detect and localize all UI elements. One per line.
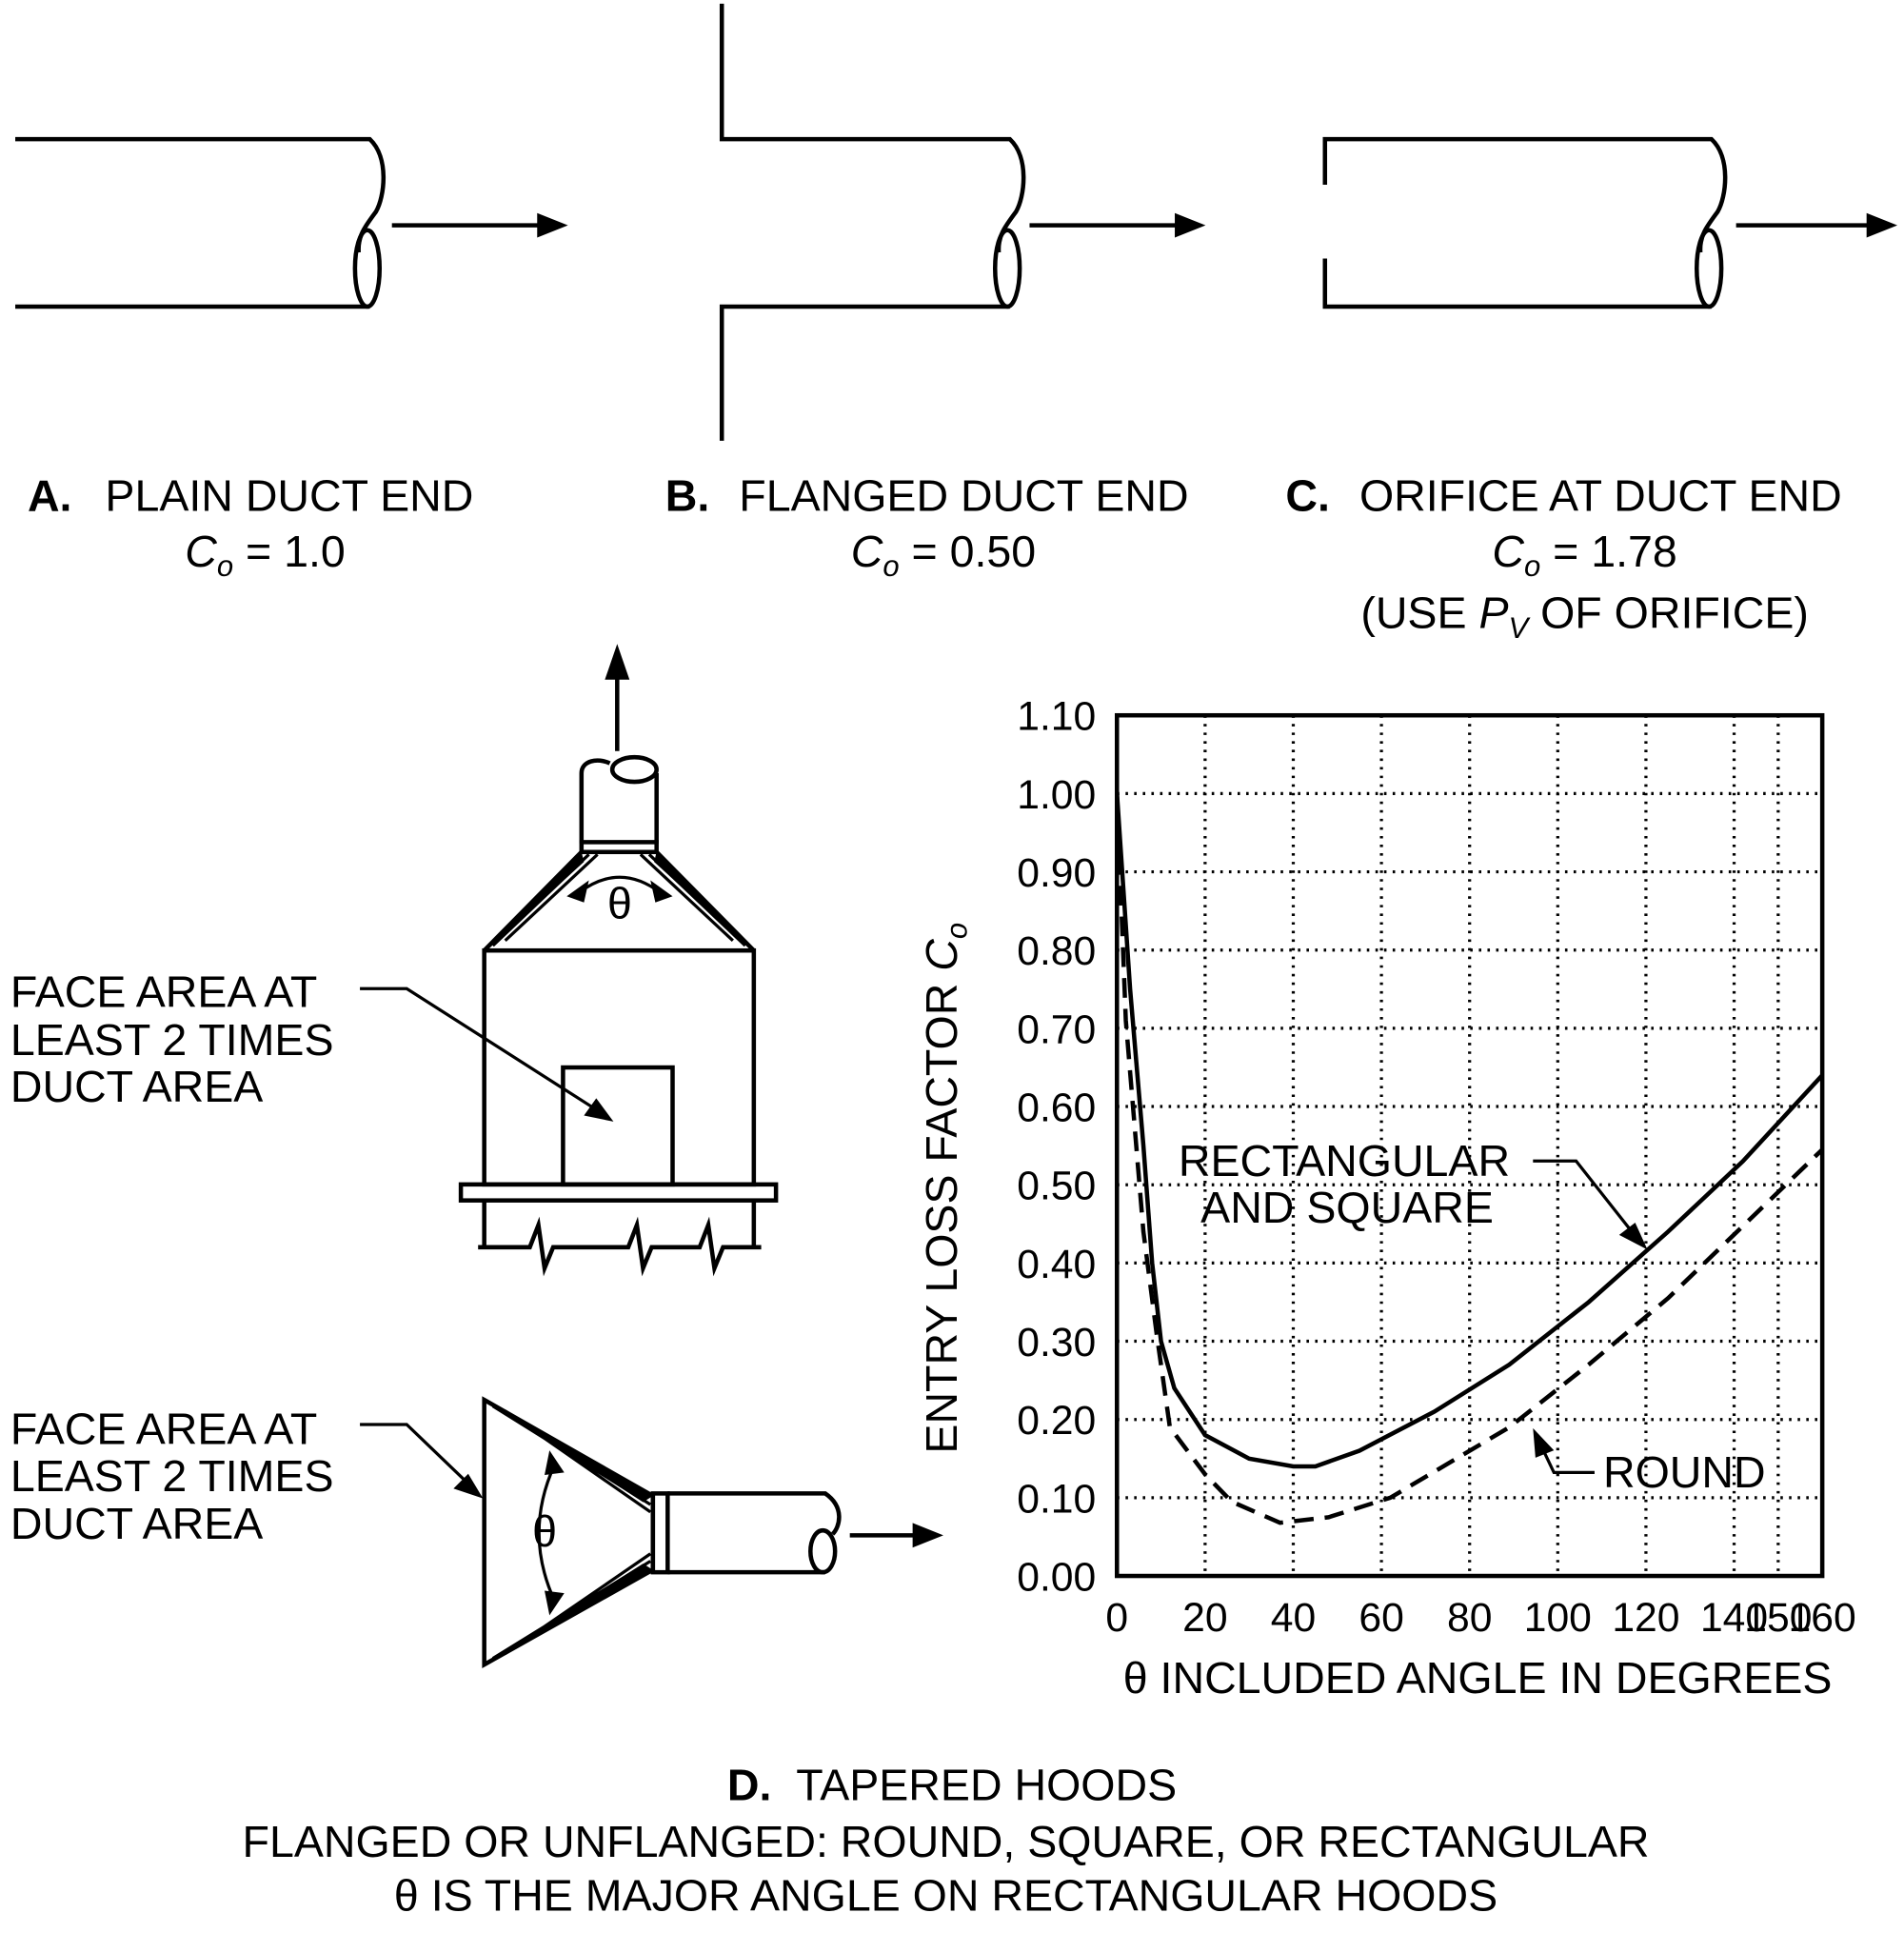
y-tick-label: 0.40 [1017, 1242, 1096, 1287]
callout: LEAST 2 TIMES [10, 1451, 334, 1501]
y-tick-label: 0.90 [1017, 850, 1096, 896]
y-tick-label: 0.00 [1017, 1555, 1096, 1601]
y-tick-label: 0.70 [1017, 1006, 1096, 1052]
coefficient: Co = 1.0 [185, 527, 346, 583]
plain-duct [15, 136, 568, 309]
label-title: ORIFICE AT DUCT END [1359, 471, 1842, 521]
caption-line: FLANGED OR UNFLANGED: ROUND, SQUARE, OR … [243, 1817, 1650, 1866]
y-tick-label: 0.50 [1017, 1164, 1096, 1209]
vertical-hood: θ [360, 644, 779, 1277]
note: (USE PV OF ORIFICE) [1360, 588, 1809, 644]
series-label: ROUND [1603, 1447, 1766, 1497]
x-tick-label: 160 [1789, 1595, 1856, 1641]
series-label: RECTANGULAR [1179, 1136, 1510, 1186]
x-axis-label: θ INCLUDED ANGLE IN DEGREES [1123, 1653, 1833, 1703]
caption-title: D. TAPERED HOODS [727, 1760, 1177, 1809]
y-tick-label: 0.10 [1017, 1476, 1096, 1522]
coefficient: Co = 0.50 [851, 527, 1036, 583]
label-letter: C. [1285, 471, 1330, 521]
series-line [1115, 793, 1824, 1469]
angle-label: θ [607, 879, 632, 928]
caption-line: θ IS THE MAJOR ANGLE ON RECTANGULAR HOOD… [394, 1871, 1497, 1921]
callout: FACE AREA AT [10, 967, 317, 1017]
x-tick-label: 40 [1271, 1595, 1316, 1641]
x-tick-label: 150 [1744, 1595, 1812, 1641]
orifice-duct [1322, 136, 1898, 309]
callout: DUCT AREA [10, 1062, 263, 1111]
label-title: PLAIN DUCT END [105, 471, 473, 521]
flanged-duct [719, 3, 1206, 441]
label-title: FLANGED DUCT END [739, 471, 1188, 521]
y-tick-label: 0.30 [1017, 1320, 1096, 1365]
y-tick-label: 1.10 [1017, 694, 1096, 740]
x-tick-label: 20 [1182, 1595, 1227, 1641]
y-tick-label: 0.20 [1017, 1398, 1096, 1444]
callout: FACE AREA AT [10, 1405, 317, 1454]
y-tick-label: 0.80 [1017, 928, 1096, 974]
label-letter: A. [28, 471, 72, 521]
coefficient: Co = 1.78 [1492, 527, 1676, 583]
callout: LEAST 2 TIMES [10, 1015, 334, 1065]
x-tick-label: 140 [1700, 1595, 1768, 1641]
horizontal-hood: θ [360, 1396, 943, 1668]
x-tick-label: 100 [1524, 1595, 1592, 1641]
x-tick-label: 120 [1612, 1595, 1679, 1641]
angle-label: θ [532, 1506, 557, 1556]
series-line [1115, 793, 1824, 1525]
y-tick-label: 0.60 [1017, 1086, 1096, 1131]
label-letter: B. [665, 471, 710, 521]
y-axis-label: ENTRY LOSS FACTOR Co [917, 923, 973, 1454]
chart: θ INCLUDED ANGLE IN DEGREES ENTRY LOSS F… [917, 694, 1856, 1703]
x-tick-label: 0 [1105, 1595, 1128, 1641]
callout: DUCT AREA [10, 1499, 263, 1548]
series-label: AND SQUARE [1200, 1183, 1494, 1232]
x-tick-label: 80 [1447, 1595, 1492, 1641]
y-tick-label: 1.00 [1017, 772, 1096, 818]
x-tick-label: 60 [1359, 1595, 1403, 1641]
